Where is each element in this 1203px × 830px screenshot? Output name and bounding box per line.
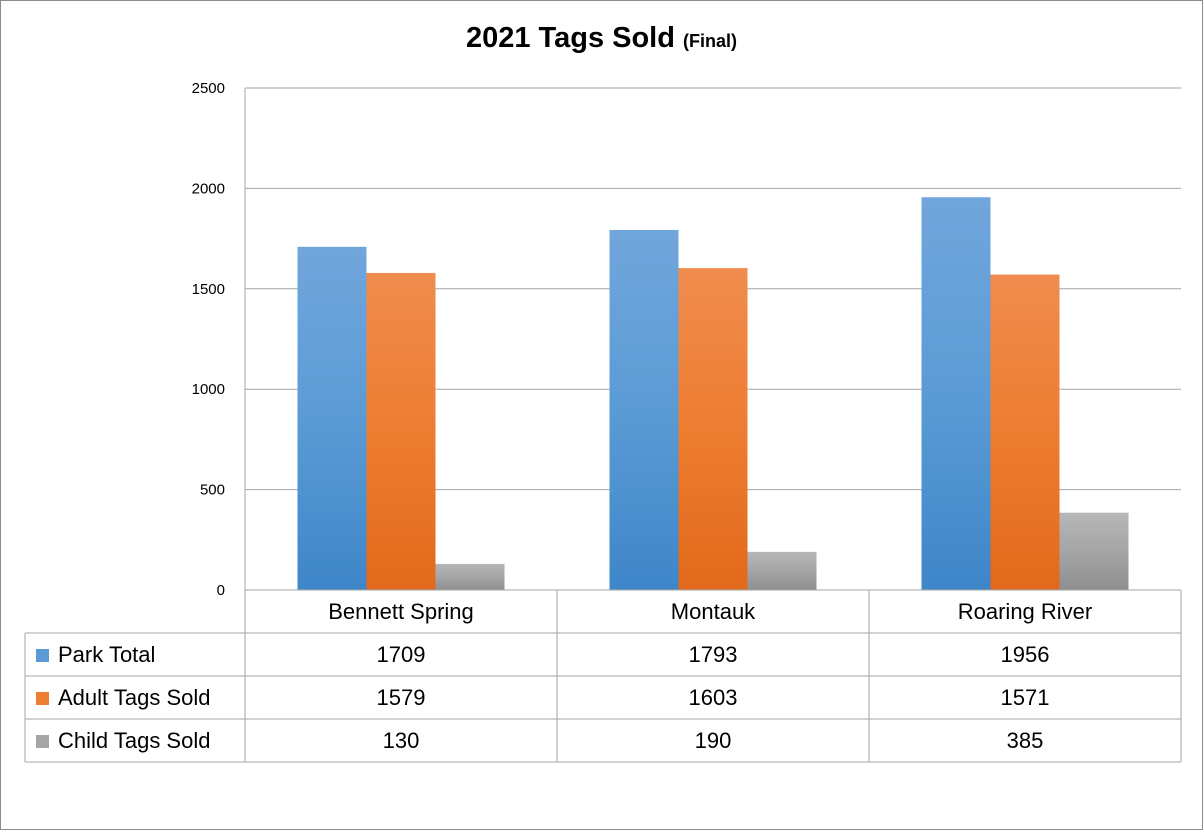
y-tick-label: 1500: [192, 281, 225, 298]
bar: [1059, 512, 1129, 590]
y-tick-label: 0: [217, 582, 225, 599]
table-value: 190: [695, 728, 732, 753]
table-value: 1793: [689, 642, 738, 667]
bar: [747, 551, 817, 590]
data-table: Bennett Spring Montauk Roaring River Park T…: [24, 589, 1182, 763]
legend-key: [36, 735, 49, 748]
table-value: 1579: [377, 685, 426, 710]
bar: [678, 268, 748, 590]
table-value: 1956: [1001, 642, 1050, 667]
y-tick-label: 1000: [192, 381, 225, 398]
category-label: Bennett Spring: [328, 599, 474, 624]
table-value: 1571: [1001, 685, 1050, 710]
chart-title: 2021 Tags Sold (Final): [0, 22, 1203, 55]
bar: [297, 246, 367, 590]
legend-label: Park Total: [58, 642, 155, 667]
bar: [435, 563, 505, 590]
bar: [609, 229, 679, 590]
table-value: 385: [1007, 728, 1044, 753]
category-label: Montauk: [671, 599, 756, 624]
table-value: 1709: [377, 642, 426, 667]
legend-label: Child Tags Sold: [58, 728, 210, 753]
bars: [297, 197, 1129, 590]
bar: [990, 274, 1060, 590]
chart-title-main: 2021 Tags Sold: [465, 22, 675, 54]
bar: [366, 272, 436, 590]
legend-key: [36, 692, 49, 705]
chart-title-note: (Final): [683, 31, 738, 51]
y-tick-label: 500: [200, 482, 225, 499]
y-axis: 0 500 1000 1500 2000 2500: [192, 80, 246, 599]
category-label: Roaring River: [958, 599, 1093, 624]
table-value: 130: [383, 728, 420, 753]
y-tick-label: 2000: [192, 180, 225, 197]
legend-key: [36, 649, 49, 662]
legend-label: Adult Tags Sold: [58, 685, 210, 710]
y-tick-label: 2500: [192, 80, 225, 97]
table-value: 1603: [689, 685, 738, 710]
bar: [921, 197, 991, 590]
